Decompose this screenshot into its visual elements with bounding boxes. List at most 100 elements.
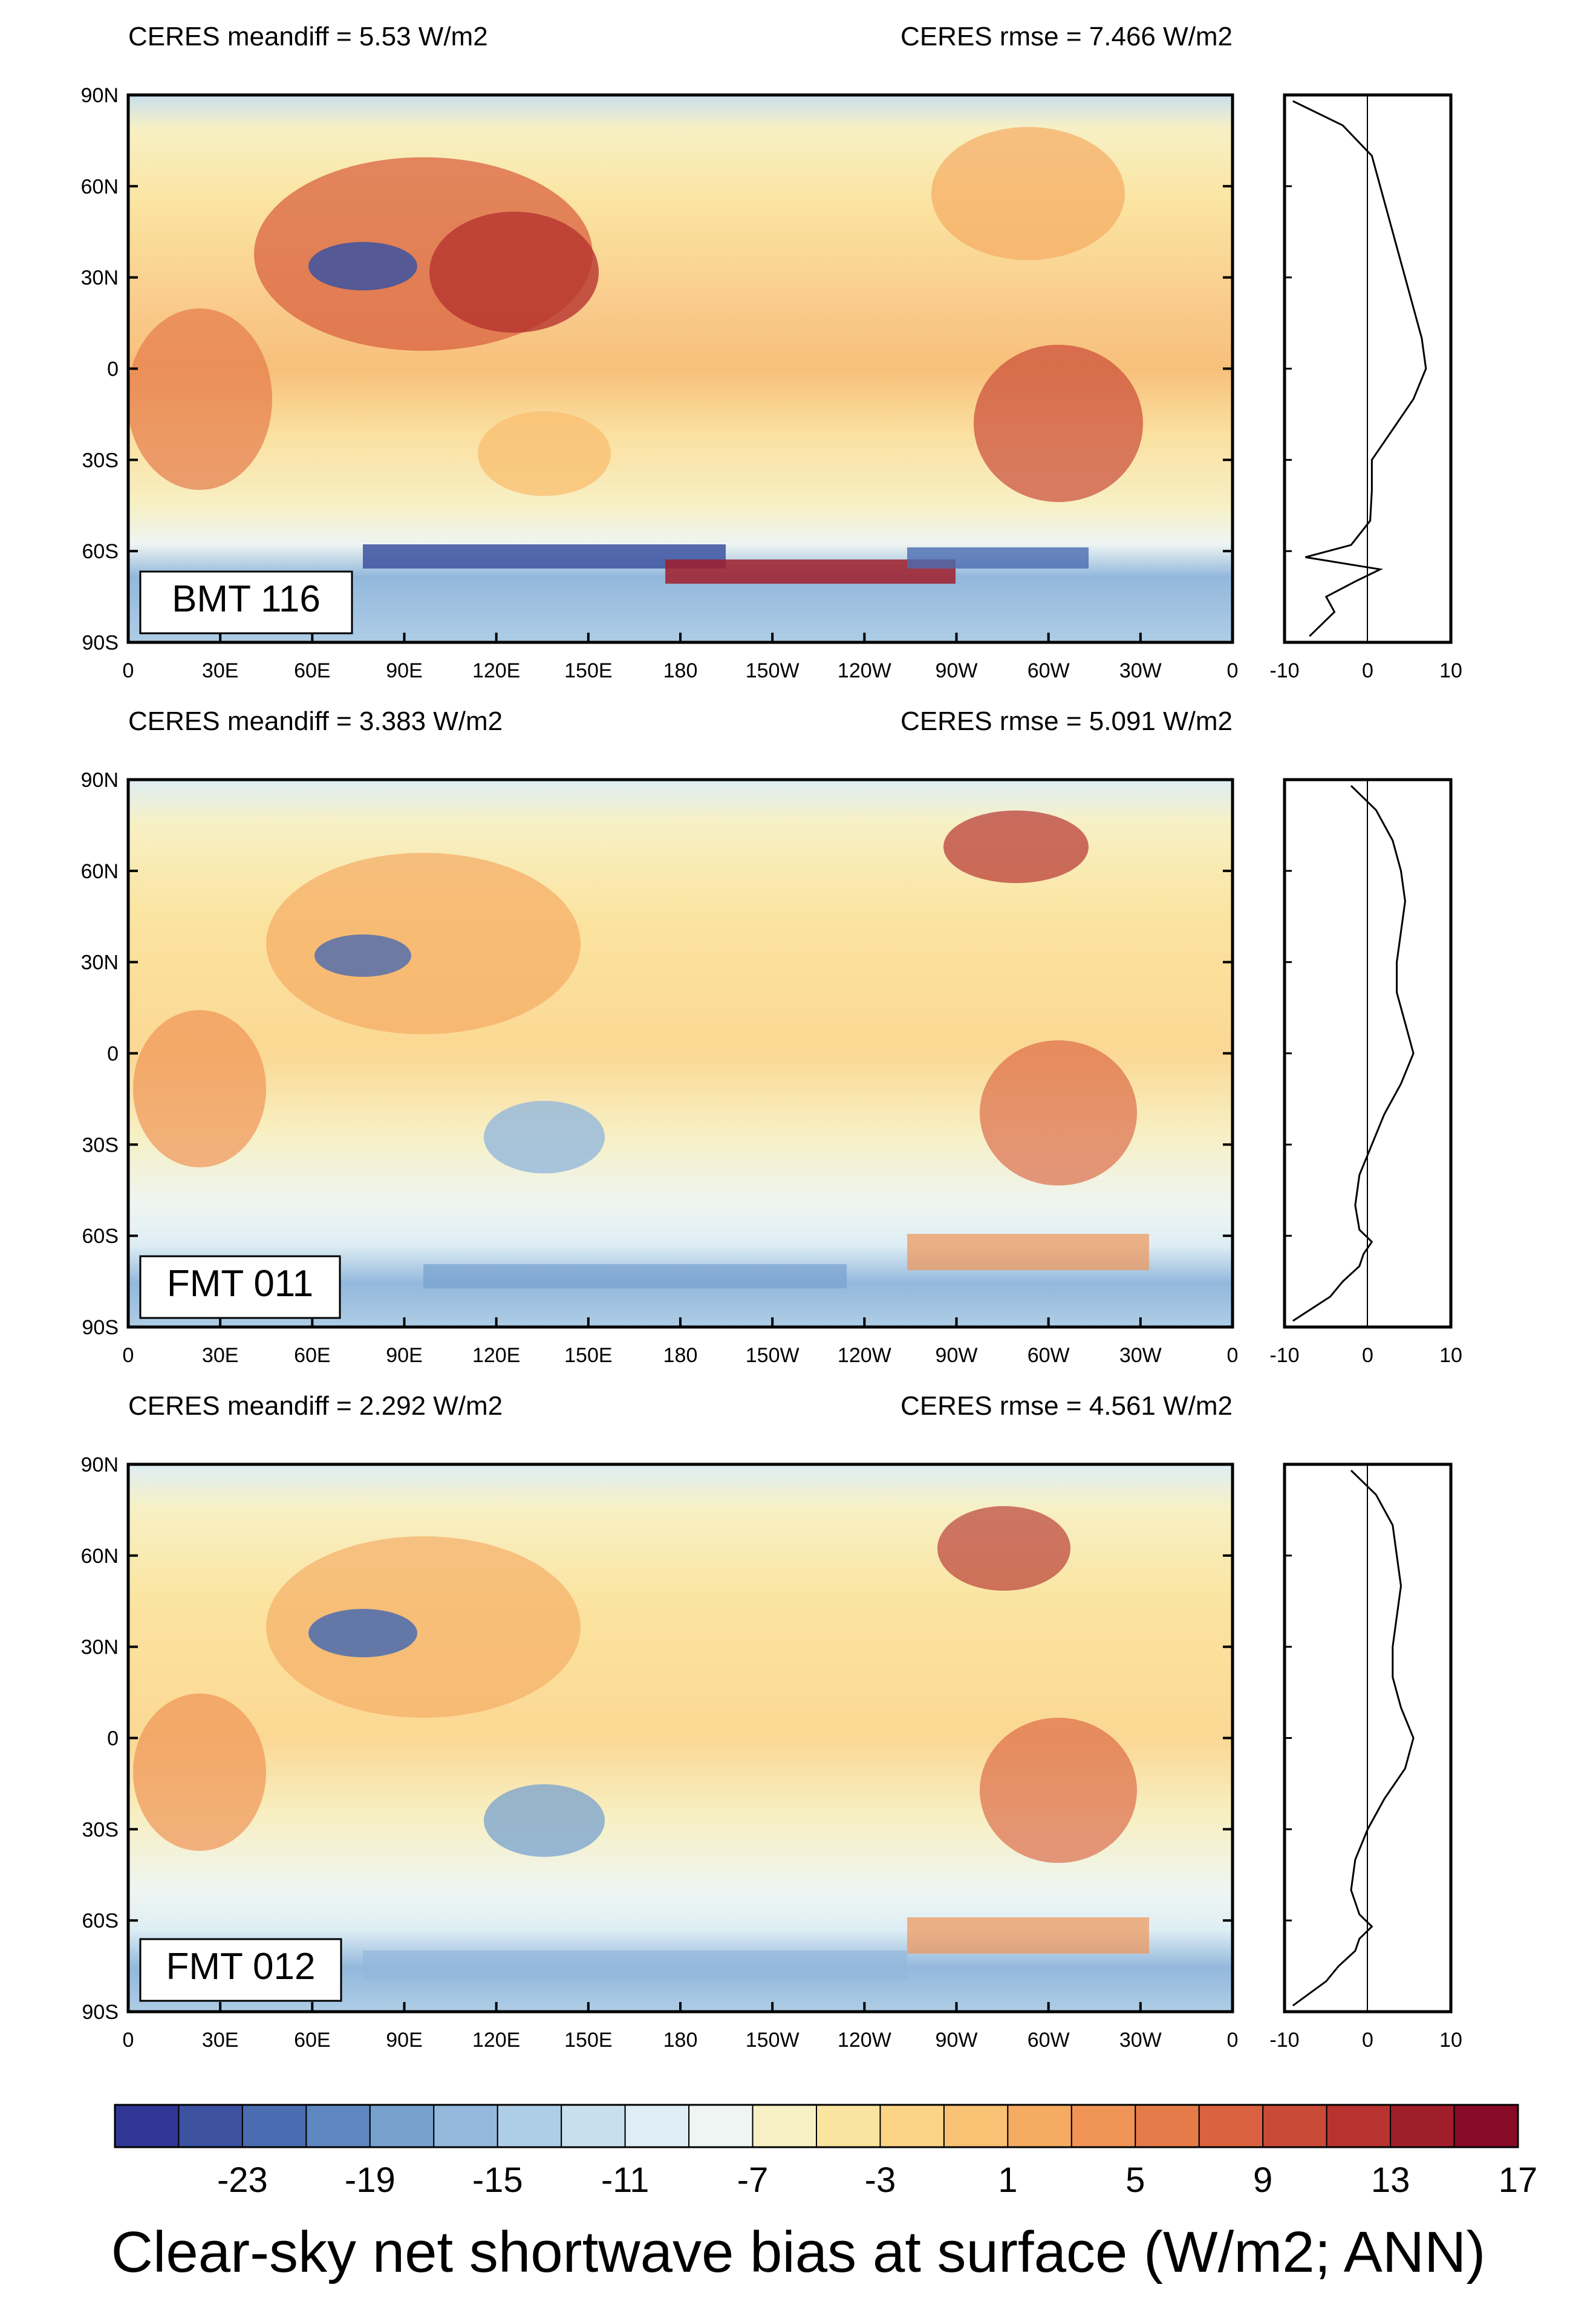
panel-label: FMT 011	[167, 1263, 313, 1305]
lon-tick-label: 90E	[386, 1344, 423, 1367]
lon-tick-label: 30E	[202, 659, 239, 682]
colorbar-swatch	[752, 2104, 817, 2148]
colorbar-swatch	[624, 2104, 690, 2148]
map-panel-bmt-116: CERES meandiff = 5.53 W/m2 CERES rmse = …	[81, 22, 1462, 682]
rmse-text: CERES rmse = 4.561 W/m2	[901, 1391, 1233, 1421]
lat-tick-label: 60N	[81, 175, 119, 198]
lon-tick-label: 150E	[564, 2029, 612, 2052]
colorbar-label: 17	[1499, 2160, 1538, 2200]
lat-tick-label: 90S	[82, 2001, 119, 2024]
meandiff-text: CERES meandiff = 3.383 W/m2	[128, 706, 503, 736]
colorbar-labels: -23-19-15-11-7-315913172125	[217, 2160, 1538, 2200]
lon-tick-label: 120E	[472, 659, 520, 682]
zonal-tick-label: 10	[1439, 2029, 1462, 2052]
map-panel-fmt-012: CERES meandiff = 2.292 W/m2 CERES rmse =…	[81, 1391, 1462, 2052]
colorbar-swatch	[1070, 2104, 1136, 2148]
lon-tick-label: 90W	[936, 1344, 978, 1367]
rmse-text: CERES rmse = 5.091 W/m2	[901, 706, 1233, 736]
lat-tick-label: 60S	[82, 1225, 119, 1248]
lat-tick-label: 90N	[81, 84, 119, 107]
meandiff-text: CERES meandiff = 2.292 W/m2	[128, 1391, 503, 1421]
colorbar-swatch	[1007, 2104, 1072, 2148]
colorbar-swatch	[688, 2104, 754, 2148]
panel-label: FMT 012	[166, 1946, 316, 1988]
colorbar-label: 1	[998, 2160, 1017, 2200]
lon-tick-label: 60W	[1028, 659, 1070, 682]
colorbar-swatch	[497, 2104, 562, 2148]
colorbar-swatch	[369, 2104, 435, 2148]
lat-tick-label: 0	[107, 1043, 119, 1066]
lat-tick-label: 30N	[81, 267, 119, 290]
lon-tick-label: 0	[1227, 659, 1239, 682]
colorbar-swatch	[433, 2104, 498, 2148]
lon-tick-label: 30E	[202, 1344, 239, 1367]
lon-tick-label: 150E	[564, 1344, 612, 1367]
lon-tick-label: 90E	[386, 659, 423, 682]
colorbar-swatch	[1326, 2104, 1392, 2148]
anomaly-patches	[127, 127, 1143, 584]
rmse-text: CERES rmse = 7.466 W/m2	[901, 22, 1233, 51]
lat-tick-label: 90N	[81, 769, 119, 792]
lon-tick-label: 0	[1227, 2029, 1239, 2052]
lon-tick-label: 120W	[838, 659, 891, 682]
lat-tick-label: 60N	[81, 860, 119, 883]
colorbar-label: 9	[1253, 2160, 1272, 2200]
lat-tick-label: 60S	[82, 1909, 119, 1932]
zonal-tick-label: -10	[1269, 2029, 1299, 2052]
lon-tick-labels: 0 30E 60E 90E 120E 150E 180 150W 120W 90W 60W 30W 0	[123, 633, 1239, 682]
colorbar-swatch	[1135, 2104, 1200, 2148]
lon-tick-label: 30W	[1119, 1344, 1162, 1367]
lat-tick-label: 60S	[82, 540, 119, 563]
lon-tick-label: 150W	[746, 2029, 800, 2052]
zonal-tick-label: -10	[1269, 659, 1299, 682]
zonal-tick-label: 10	[1439, 659, 1462, 682]
panel-label-box: FMT 011	[139, 1255, 341, 1319]
lon-tick-label: 150W	[746, 1344, 800, 1367]
colorbar-label: -3	[865, 2160, 896, 2200]
lon-tick-label: 120W	[838, 1344, 891, 1367]
colorbar-swatch	[1262, 2104, 1327, 2148]
lat-tick-label: 30S	[82, 1133, 119, 1156]
colorbar-swatch	[879, 2104, 945, 2148]
lon-tick-label: 180	[663, 1344, 698, 1367]
lon-tick-label: 150W	[746, 659, 800, 682]
meandiff-text: CERES meandiff = 5.53 W/m2	[128, 22, 488, 51]
lon-tick-label: 0	[1227, 1344, 1239, 1367]
lon-tick-label: 90W	[936, 659, 978, 682]
panel-label: BMT 116	[172, 578, 321, 620]
lon-tick-label: 60E	[294, 1344, 331, 1367]
lon-tick-label: 120E	[472, 2029, 520, 2052]
colorbar-swatch	[1390, 2104, 1455, 2148]
lon-tick-label: 0	[123, 659, 134, 682]
colorbar-swatch	[561, 2104, 626, 2148]
lat-tick-label: 60N	[81, 1545, 119, 1568]
colorbar-label: -23	[217, 2160, 268, 2200]
zonal-mean-line	[1292, 1470, 1415, 2007]
anomaly-patches	[133, 1506, 1149, 1981]
lon-tick-label: 30W	[1119, 2029, 1162, 2052]
panel-label-box: FMT 012	[139, 1938, 342, 2002]
colorbar-frame	[114, 2104, 1519, 2148]
colorbar-label: 13	[1371, 2160, 1410, 2200]
zonal-tick-label: 0	[1362, 2029, 1373, 2052]
zonal-tick-labels: -10 0 10	[1269, 1344, 1462, 1367]
lon-tick-label: 0	[123, 2029, 134, 2052]
lon-tick-label: 0	[123, 1344, 134, 1367]
colorbar-label: -15	[472, 2160, 523, 2200]
colorbar-swatch	[178, 2104, 243, 2148]
lat-tick-label: 30S	[82, 449, 119, 472]
lon-tick-label: 30E	[202, 2029, 239, 2052]
lon-tick-label: 90W	[936, 2029, 978, 2052]
zonal-tick-label: 0	[1362, 659, 1373, 682]
colorbar-label: 5	[1125, 2160, 1145, 2200]
colorbar-swatch	[114, 2104, 180, 2148]
lat-tick-labels: 90N 60N 30N 0 30S 60S 90S	[81, 84, 1292, 654]
lon-tick-labels: 0 30E 60E 90E 120E 150E 180 150W 120W 90W 60W 30W 0	[123, 1317, 1239, 1367]
colorbar-label: -7	[737, 2160, 769, 2200]
colorbar-swatch	[1453, 2104, 1519, 2148]
lon-tick-label: 180	[663, 659, 698, 682]
zonal-mean-line	[1292, 100, 1427, 637]
colorbar-swatch	[305, 2104, 371, 2148]
lon-tick-label: 90E	[386, 2029, 423, 2052]
